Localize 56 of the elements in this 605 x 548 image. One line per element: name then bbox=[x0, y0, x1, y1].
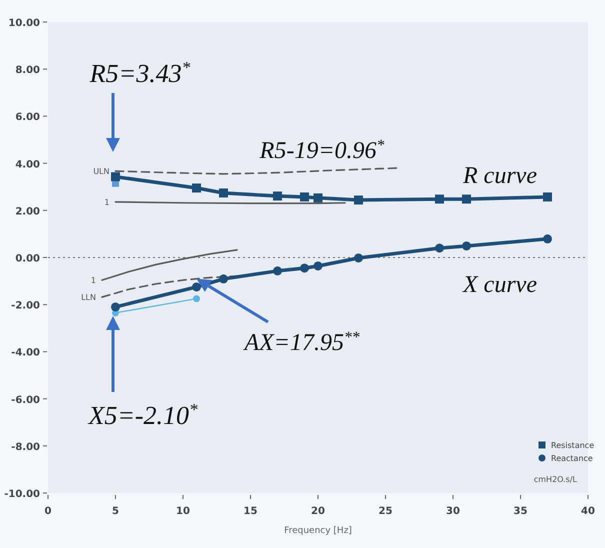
point bbox=[354, 196, 363, 205]
point bbox=[314, 261, 322, 270]
y-tick-label: 2.00 bbox=[15, 206, 40, 218]
point bbox=[219, 274, 228, 284]
point bbox=[543, 234, 552, 244]
x-tick-label: 35 bbox=[514, 506, 528, 517]
series-label: LLN bbox=[81, 293, 96, 302]
point bbox=[462, 241, 471, 250]
x-tick-label: 10 bbox=[176, 506, 190, 517]
point bbox=[435, 244, 444, 253]
y-tick-label: -10.00 bbox=[4, 489, 40, 500]
annotation: X5=-2.10$^{*}$ bbox=[87, 400, 198, 430]
x-tick-label: 20 bbox=[311, 506, 325, 517]
annotation: R5-19=0.96$^{*}$ bbox=[258, 136, 385, 164]
point bbox=[219, 188, 228, 198]
y-tick-label: 0.00 bbox=[15, 254, 40, 264]
point bbox=[273, 192, 282, 201]
x-tick-label: 40 bbox=[581, 506, 595, 517]
point bbox=[273, 266, 282, 276]
x-tick-label: 30 bbox=[446, 506, 460, 517]
x-tick-label: 5 bbox=[112, 506, 120, 517]
legend-label: Resistance bbox=[551, 441, 594, 450]
point bbox=[354, 253, 363, 262]
point bbox=[462, 194, 471, 204]
series-label: 1 bbox=[104, 198, 110, 207]
series-label: ULN bbox=[93, 167, 110, 176]
y-tick-label: -6.00 bbox=[11, 394, 40, 406]
point bbox=[543, 192, 552, 202]
line-series bbox=[101, 249, 238, 281]
x-tick-label: 15 bbox=[244, 506, 258, 517]
legend-label: Reactance bbox=[551, 454, 593, 463]
annotation: AX=17.95$^{**}$ bbox=[242, 328, 360, 356]
y-tick-label: 6.00 bbox=[15, 112, 40, 124]
x-tick-label: 0 bbox=[44, 506, 52, 517]
annotation: X curve bbox=[462, 272, 538, 298]
annotation: cmH2O.s/L bbox=[534, 475, 578, 484]
point bbox=[111, 302, 120, 312]
point bbox=[193, 295, 200, 302]
point bbox=[192, 282, 201, 292]
y-tick-label: -8.00 bbox=[11, 442, 40, 453]
annotation: R curve bbox=[462, 163, 538, 189]
point bbox=[111, 172, 120, 182]
x-tick-label: 25 bbox=[378, 506, 392, 517]
y-tick-label: 4.00 bbox=[15, 159, 40, 170]
y-tick-label: 10.00 bbox=[8, 18, 40, 29]
x-axis-title: Frequency [Hz] bbox=[284, 526, 352, 536]
point bbox=[314, 193, 322, 202]
y-tick-label: 8.00 bbox=[15, 65, 40, 76]
point bbox=[192, 184, 201, 193]
point bbox=[300, 264, 309, 273]
annotation: R5=3.43$^{*}$ bbox=[88, 58, 191, 88]
point bbox=[300, 192, 309, 202]
y-tick-label: -2.00 bbox=[11, 300, 40, 312]
series-label: 1 bbox=[90, 276, 96, 286]
y-tick-label: -4.00 bbox=[11, 348, 40, 359]
point bbox=[435, 194, 444, 204]
